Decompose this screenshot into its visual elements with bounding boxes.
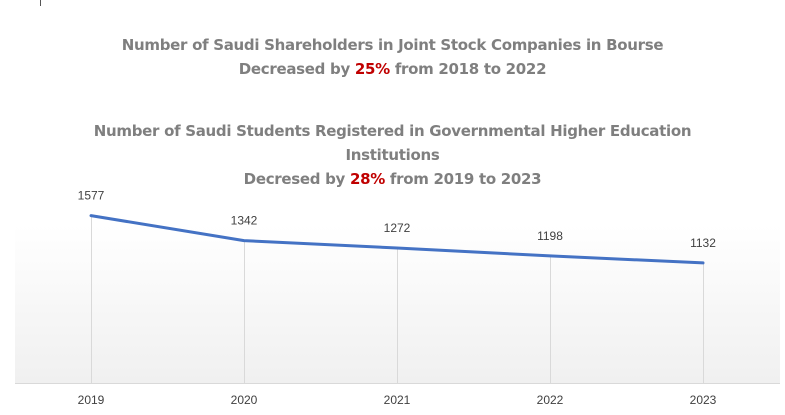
data-label: 1577 <box>78 189 105 203</box>
title-2-line-1: Number of Saudi Students Registered in G… <box>93 122 692 140</box>
x-tick-label: 2019 <box>78 393 105 407</box>
data-label: 1198 <box>537 229 563 243</box>
title-2-prefix: Decresed by <box>243 170 350 188</box>
x-tick-label: 2023 <box>690 393 717 407</box>
title-1-suffix: from 2018 to 2022 <box>389 60 547 78</box>
chart-title-1: Number of Saudi Shareholders in Joint St… <box>0 36 785 78</box>
title-1-line-1: Number of Saudi Shareholders in Joint St… <box>121 36 664 54</box>
title-1-prefix: Decreased by <box>238 60 355 78</box>
x-tick-label: 2020 <box>231 393 258 407</box>
title-2-line-1b: Institutions <box>345 146 440 164</box>
title-1-line-2: Decreased by 25% from 2018 to 2022 <box>0 60 785 78</box>
title-2-line-2: Decresed by 28% from 2019 to 2023 <box>0 170 785 188</box>
chart-title-2: Number of Saudi Students Registered in G… <box>0 122 785 188</box>
title-1-percent: 25% <box>354 60 390 78</box>
cursor-mark <box>40 0 41 6</box>
data-label: 1342 <box>231 214 258 228</box>
title-2-suffix: from 2019 to 2023 <box>384 170 542 188</box>
title-2-percent: 28% <box>349 170 385 188</box>
x-tick-label: 2022 <box>537 393 564 407</box>
data-label: 1272 <box>384 221 411 235</box>
data-label: 1132 <box>690 236 716 250</box>
x-tick-label: 2021 <box>384 393 411 407</box>
